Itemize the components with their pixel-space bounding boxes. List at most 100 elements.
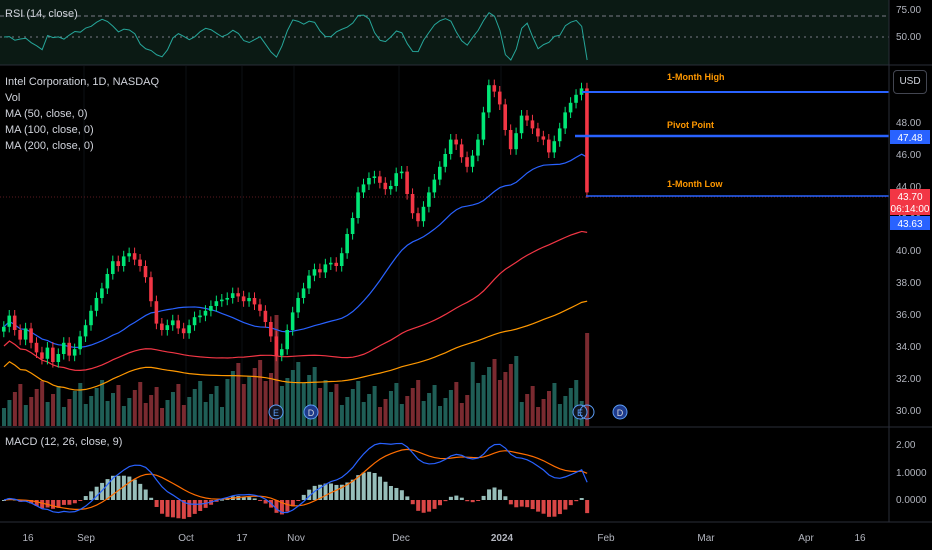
volume-bar [465,395,470,426]
candle [421,206,426,222]
volume-bar [214,386,219,426]
candle [83,325,88,337]
candle [170,320,175,326]
currency-button[interactable]: USD [893,70,927,94]
volume-bar [557,404,562,426]
last-price-tag: 43.70 06:14:00 [890,189,930,215]
volume-bar [72,391,77,426]
rsi-line [3,11,588,61]
macd-bar [448,496,453,500]
indicator-ma100[interactable]: MA (100, close, 0) [5,124,94,136]
candle [203,310,208,316]
macd-pane: 2.00 1.0000 0.0000 [2,440,927,519]
month-high-label: 1-Month High [667,72,725,82]
macd-bar [176,500,181,519]
macd-bar [121,475,126,500]
candle [541,136,546,140]
macd-bar [78,500,83,501]
indicator-ma200[interactable]: MA (200, close, 0) [5,140,94,152]
macd-bar [465,500,470,502]
candle [285,330,289,350]
macd-bar [481,495,486,500]
macd-bar [241,496,246,500]
time-tick: 2024 [491,533,514,544]
volume-bar [209,394,214,426]
volume-bar [323,380,328,426]
volume-bar [18,384,23,426]
symbol-title[interactable]: Intel Corporation, 1D, NASDAQ [5,76,160,88]
event-marker-ring [579,404,595,420]
macd-bar [530,500,535,510]
rsi-tick-50: 50.00 [896,32,921,43]
event-marker-dividend[interactable]: D [303,404,319,420]
time-tick: Oct [178,533,194,544]
volume-bar [154,387,159,426]
volume-bar [263,381,268,426]
volume-bar [503,372,508,426]
macd-bar [410,500,415,505]
candle [459,144,464,158]
macd-bar [519,500,524,507]
candle [301,288,306,298]
volume-bar [192,389,197,426]
volume-bar [7,400,12,426]
volume-bar [399,404,404,426]
candle [312,269,317,276]
volume-bar [247,376,252,426]
candle [481,112,486,140]
time-tick: Nov [287,533,305,544]
event-marker-earnings[interactable]: E [268,404,284,420]
time-tick: Sep [77,533,95,544]
volume-bar [519,402,524,426]
macd-bar [94,486,99,500]
volume-bar [279,386,284,426]
price-tick: 46.00 [896,150,921,161]
volume-bar [285,378,290,426]
event-marker-dividend[interactable]: D [612,404,628,420]
volume-bar [67,399,72,426]
rsi-tick-75: 75.00 [896,5,921,16]
macd-bar [378,476,383,500]
indicator-volume[interactable]: Vol [5,92,21,104]
macd-bar [165,500,170,517]
macd-bar [405,496,410,500]
candle [356,192,360,218]
indicator-ma50[interactable]: MA (50, close, 0) [5,108,88,120]
volume-bar [350,389,355,426]
candle [160,323,164,330]
candle [443,154,448,167]
candle [51,347,55,362]
volume-bar [421,401,426,426]
macd-bar [279,500,284,515]
volume-bar [56,386,61,426]
volume-bar [530,386,535,426]
candle [67,342,71,356]
macd-signal-line [3,448,588,510]
candle [34,342,39,353]
macd-bar [329,483,333,500]
price-tick: 30.00 [896,406,921,417]
time-tick: 17 [236,533,248,544]
volume-bar [274,315,279,426]
macd-label[interactable]: MACD (12, 26, close, 9) [5,436,123,448]
macd-bar [334,484,339,500]
volume-bar [536,407,541,426]
macd-bar [416,500,421,511]
time-axis[interactable]: 16 Sep Oct 17 Nov Dec 2024 Feb Mar Apr 16 [22,533,866,544]
candle [307,275,311,289]
volume-bar [181,405,186,426]
price-tick: 44.00 [896,182,921,193]
macd-bar [312,485,317,500]
macd-bar [547,500,551,517]
candle [72,349,77,356]
volume-bar [574,380,579,426]
macd-bar [568,500,573,506]
rsi-label[interactable]: RSI (14, close) [5,8,78,20]
macd-bar [149,497,154,500]
candle [318,269,322,273]
candle [329,262,333,265]
candle [263,310,268,322]
candle [225,298,230,300]
candle [209,306,213,311]
